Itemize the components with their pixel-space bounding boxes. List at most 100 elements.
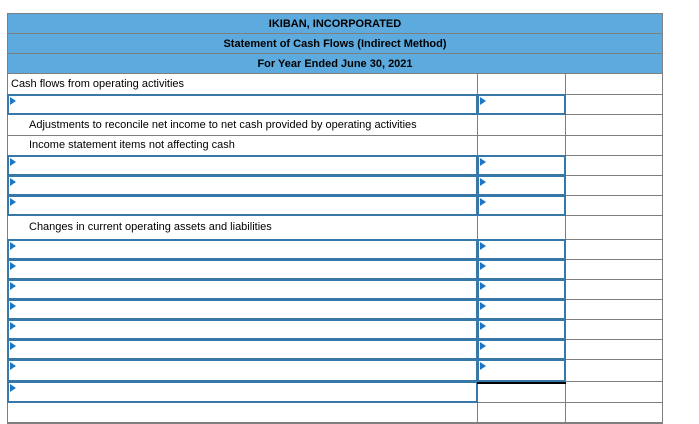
description-input-cell[interactable]	[7, 94, 478, 115]
amount-cell	[478, 382, 566, 402]
total-cell	[566, 300, 662, 319]
amount-cell	[477, 259, 566, 280]
total-cell	[566, 74, 662, 94]
total-cell	[566, 196, 662, 215]
entry-row	[7, 299, 662, 320]
amount-cell	[477, 239, 566, 260]
amount-input-cell[interactable]	[477, 319, 566, 340]
description-input-cell[interactable]	[7, 339, 478, 360]
table-body: Cash flows from operating activities Adju…	[7, 74, 662, 423]
statement-title: Statement of Cash Flows (Indirect Method…	[223, 37, 447, 50]
entry-row	[7, 195, 662, 216]
caret-right-icon	[480, 242, 486, 250]
amount-input-cell[interactable]	[477, 299, 566, 320]
amount-cell	[477, 359, 566, 384]
description-input-cell[interactable]	[7, 259, 478, 280]
amount-input-cell[interactable]	[477, 359, 566, 382]
caret-right-icon	[480, 262, 486, 270]
statement-period: For Year Ended June 30, 2021	[257, 57, 413, 70]
description-cell	[7, 239, 478, 260]
description-cell: Income statement items not affecting cas…	[8, 136, 478, 155]
caret-right-icon	[10, 97, 16, 105]
amount-cell	[477, 175, 566, 196]
description-input-cell[interactable]	[7, 239, 478, 260]
caret-right-icon	[10, 302, 16, 310]
description-cell	[7, 299, 478, 320]
cash-flow-statement-table: IKIBAN, INCORPORATED Statement of Cash F…	[7, 13, 663, 424]
caret-right-icon	[10, 384, 16, 392]
amount-input-cell[interactable]	[477, 155, 566, 176]
amount-cell	[477, 339, 566, 360]
description-cell	[7, 319, 478, 340]
label-row: Income statement items not affecting cas…	[8, 136, 662, 156]
amount-cell	[477, 279, 566, 300]
empty-row	[8, 403, 662, 423]
total-cell	[566, 216, 662, 239]
amount-input-cell[interactable]	[477, 175, 566, 196]
entry-row	[7, 279, 662, 300]
amount-input-cell[interactable]	[477, 339, 566, 360]
amount-input-cell[interactable]	[477, 279, 566, 300]
description-input-cell[interactable]	[7, 175, 478, 196]
description-cell	[7, 381, 478, 403]
caret-right-icon	[480, 302, 486, 310]
total-cell	[566, 320, 662, 339]
caret-right-icon	[10, 362, 16, 370]
entry-row	[7, 339, 662, 360]
caret-right-icon	[480, 282, 486, 290]
amount-cell	[477, 155, 566, 176]
total-cell	[566, 136, 662, 155]
total-cell	[566, 95, 662, 114]
amount-cell	[478, 216, 566, 239]
description-cell	[7, 94, 478, 115]
description-input-cell[interactable]	[7, 279, 478, 300]
description-cell	[7, 195, 478, 216]
total-cell	[566, 280, 662, 299]
caret-right-icon	[10, 242, 16, 250]
amount-cell	[477, 195, 566, 216]
label-row: Adjustments to reconcile net income to n…	[8, 115, 662, 136]
entry-row	[7, 175, 662, 196]
entry-row	[7, 239, 662, 260]
amount-input-cell[interactable]	[477, 239, 566, 260]
amount-cell	[477, 94, 566, 115]
row-label: Cash flows from operating activities	[11, 77, 185, 90]
amount-input-cell[interactable]	[477, 259, 566, 280]
caret-right-icon	[10, 342, 16, 350]
entry-row	[7, 94, 662, 115]
description-input-cell[interactable]	[7, 359, 478, 382]
entry-row	[7, 259, 662, 280]
row-label: Adjustments to reconcile net income to n…	[29, 118, 417, 131]
statement-header-title-row: Statement of Cash Flows (Indirect Method…	[8, 34, 662, 54]
entry-row	[7, 319, 662, 340]
description-cell	[7, 279, 478, 300]
description-input-cell[interactable]	[7, 195, 478, 216]
description-input-cell[interactable]	[7, 319, 478, 340]
description-input-cell[interactable]	[7, 155, 478, 176]
caret-right-icon	[480, 178, 486, 186]
worksheet-viewport: { "header": { "company": "IKIBAN, INCORP…	[7, 13, 663, 424]
amount-cell	[477, 319, 566, 340]
row-label: Income statement items not affecting cas…	[29, 139, 235, 151]
description-cell	[7, 259, 478, 280]
description-cell	[7, 175, 478, 196]
amount-cell	[478, 136, 566, 155]
total-cell	[566, 176, 662, 195]
total-cell	[566, 360, 662, 381]
description-cell	[7, 339, 478, 360]
amount-input-cell[interactable]	[477, 94, 566, 115]
amount-input-cell[interactable]	[477, 195, 566, 216]
caret-right-icon	[480, 342, 486, 350]
entry-row	[7, 155, 662, 176]
caret-right-icon	[480, 158, 486, 166]
description-input-cell[interactable]	[7, 299, 478, 320]
amount-cell	[478, 115, 566, 135]
description-input-cell[interactable]	[7, 381, 478, 403]
description-cell: Adjustments to reconcile net income to n…	[8, 115, 478, 135]
caret-right-icon	[10, 198, 16, 206]
entry-row	[7, 381, 662, 403]
caret-right-icon	[10, 158, 16, 166]
row-label: Changes in current operating assets and …	[29, 221, 272, 233]
description-cell	[7, 359, 478, 382]
caret-right-icon	[480, 362, 486, 370]
